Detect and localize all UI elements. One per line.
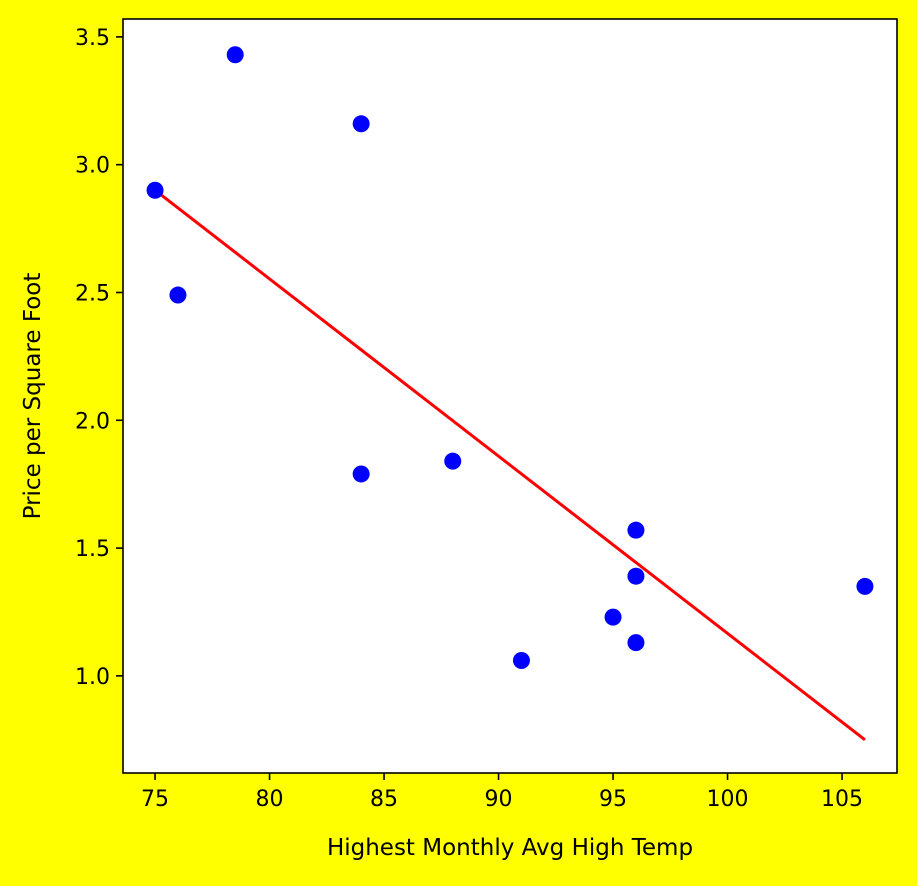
data-point: [169, 286, 187, 304]
x-axis: 75 80 85 90 95 100 105: [141, 773, 863, 812]
y-tick-label: 2.0: [75, 409, 110, 434]
y-tick-label: 1.0: [75, 665, 110, 690]
y-tick-label: 3.5: [75, 26, 110, 51]
data-point: [604, 608, 622, 626]
marks-layer: [146, 46, 874, 741]
y-tick-label: 2.5: [75, 281, 110, 306]
x-axis-label: Highest Monthly Avg High Temp: [327, 835, 693, 861]
data-point: [226, 46, 244, 64]
x-tick-label: 85: [370, 787, 398, 812]
data-point: [856, 577, 874, 595]
data-point: [512, 652, 530, 670]
data-point: [352, 465, 370, 483]
x-tick-label: 90: [485, 787, 513, 812]
x-tick-label: 80: [256, 787, 284, 812]
data-point: [627, 567, 645, 585]
y-tick-label: 3.0: [75, 154, 110, 179]
x-tick-label: 105: [821, 787, 863, 812]
x-tick-label: 100: [707, 787, 749, 812]
data-point: [146, 181, 164, 199]
data-point: [352, 115, 370, 133]
data-point: [627, 521, 645, 539]
y-axis: 1.0 1.5 2.0 2.5 3.0 3.5: [75, 26, 123, 690]
data-point: [444, 452, 462, 470]
data-point: [627, 634, 645, 652]
y-tick-label: 1.5: [75, 537, 110, 562]
plot-area: [123, 19, 897, 773]
x-tick-label: 95: [599, 787, 627, 812]
x-tick-label: 75: [141, 787, 169, 812]
y-axis-label: Price per Square Foot: [20, 273, 46, 520]
plot-frame: [122, 18, 898, 774]
trend-line: [154, 189, 866, 741]
